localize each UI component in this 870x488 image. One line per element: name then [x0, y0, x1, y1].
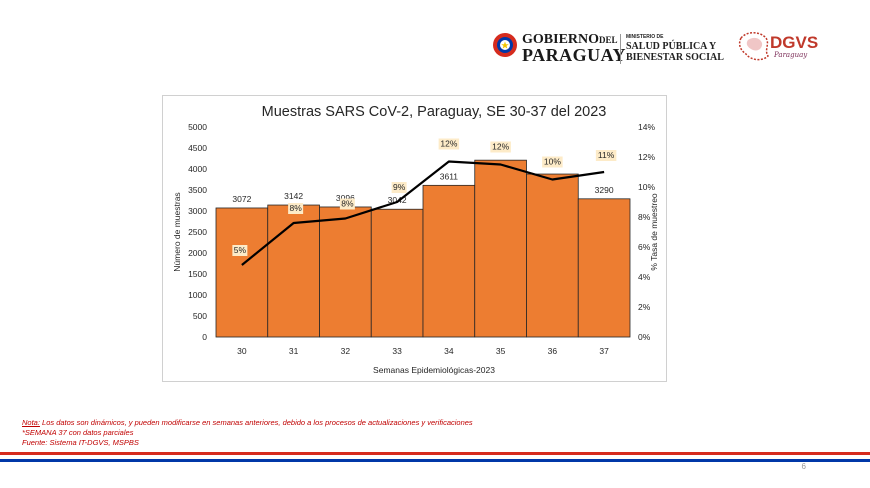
rate-value-label: 5% — [234, 245, 247, 255]
y2-tick-label: 12% — [638, 152, 655, 162]
x-tick-label: 35 — [496, 346, 506, 356]
bar — [527, 174, 579, 337]
rate-value-label: 8% — [341, 199, 354, 209]
ministry-line2: SALUD PÚBLICA Y — [626, 41, 716, 52]
x-tick-label: 33 — [392, 346, 402, 356]
rate-value-label: 9% — [393, 182, 406, 192]
y-tick-label: 0 — [202, 332, 207, 342]
ministry-line1: MINISTERIO DE — [626, 34, 664, 40]
y-axis-label: Número de muestras — [172, 192, 182, 271]
y-tick-label: 4000 — [188, 164, 207, 174]
bar-value-label: 3142 — [284, 191, 303, 201]
dgvs-subtitle: Paraguay — [774, 51, 807, 59]
y-tick-label: 2000 — [188, 248, 207, 258]
x-tick-label: 34 — [444, 346, 454, 356]
bar-value-label: 3611 — [440, 171, 459, 181]
note-label: Nota: — [22, 418, 40, 427]
bar — [578, 199, 630, 337]
y-tick-label: 500 — [193, 311, 207, 321]
rate-value-label: 10% — [544, 157, 561, 167]
note-text: Los datos son dinámicos, y pueden modifi… — [40, 418, 473, 427]
y2-tick-label: 10% — [638, 182, 655, 192]
flag-stripe-blue — [0, 459, 870, 462]
rate-value-label: 11% — [598, 150, 615, 160]
y2-tick-label: 0% — [638, 332, 651, 342]
samples-chart: Muestras SARS CoV-2, Paraguay, SE 30-37 … — [163, 96, 666, 381]
partial-data-note: *SEMANA 37 con datos parciales — [22, 428, 473, 438]
paraguay-government-emblem-icon — [492, 32, 518, 58]
y-tick-label: 4500 — [188, 143, 207, 153]
rate-value-label: 8% — [289, 203, 302, 213]
logo-separator — [620, 34, 621, 64]
x-axis-label: Semanas Epidemiológicas-2023 — [373, 365, 495, 375]
y-tick-label: 5000 — [188, 122, 207, 132]
x-tick-label: 32 — [341, 346, 351, 356]
chart-title: Muestras SARS CoV-2, Paraguay, SE 30-37 … — [262, 104, 607, 120]
y-tick-label: 2500 — [188, 227, 207, 237]
source-note: Fuente: Sistema IT-DGVS, MSPBS — [22, 438, 473, 448]
x-tick-label: 37 — [599, 346, 609, 356]
footer-notes: Nota: Los datos son dinámicos, y pueden … — [22, 418, 473, 448]
chart-container: Muestras SARS CoV-2, Paraguay, SE 30-37 … — [162, 95, 667, 382]
x-axis-ticks: 30 31 32 33 34 35 36 37 — [237, 346, 609, 356]
y2-tick-label: 2% — [638, 302, 651, 312]
x-tick-label: 31 — [289, 346, 299, 356]
dgvs-wordmark: DGVS — [770, 33, 818, 53]
bar — [423, 185, 475, 337]
page-number: 6 — [802, 462, 806, 471]
bar — [216, 208, 268, 337]
y-tick-label: 1500 — [188, 269, 207, 279]
flag-stripe-red — [0, 452, 870, 455]
bar-series — [216, 160, 630, 337]
y-axis-ticks: 0 500 1000 1500 2000 2500 3000 3500 4000 4500 5000 — [188, 122, 207, 342]
y-tick-label: 1000 — [188, 290, 207, 300]
rate-value-label: 12% — [492, 142, 509, 152]
bar — [475, 160, 527, 337]
rate-value-label: 12% — [440, 139, 457, 149]
note-line: Nota: Los datos son dinámicos, y pueden … — [22, 418, 473, 428]
government-name-line2: PARAGUAY — [522, 45, 626, 66]
bar-value-label: 3290 — [595, 185, 614, 195]
y2-tick-label: 4% — [638, 272, 651, 282]
y2-tick-label: 14% — [638, 122, 655, 132]
x-tick-label: 30 — [237, 346, 247, 356]
bar — [268, 205, 320, 337]
ministry-line3: BIENESTAR SOCIAL — [626, 52, 724, 63]
bar — [371, 209, 423, 337]
y-tick-label: 3000 — [188, 206, 207, 216]
y2-axis-label: % Tasa de muestreo — [649, 193, 659, 271]
bar-value-label: 3072 — [232, 194, 251, 204]
x-tick-label: 36 — [548, 346, 558, 356]
bar — [320, 207, 372, 337]
y-tick-label: 3500 — [188, 185, 207, 195]
